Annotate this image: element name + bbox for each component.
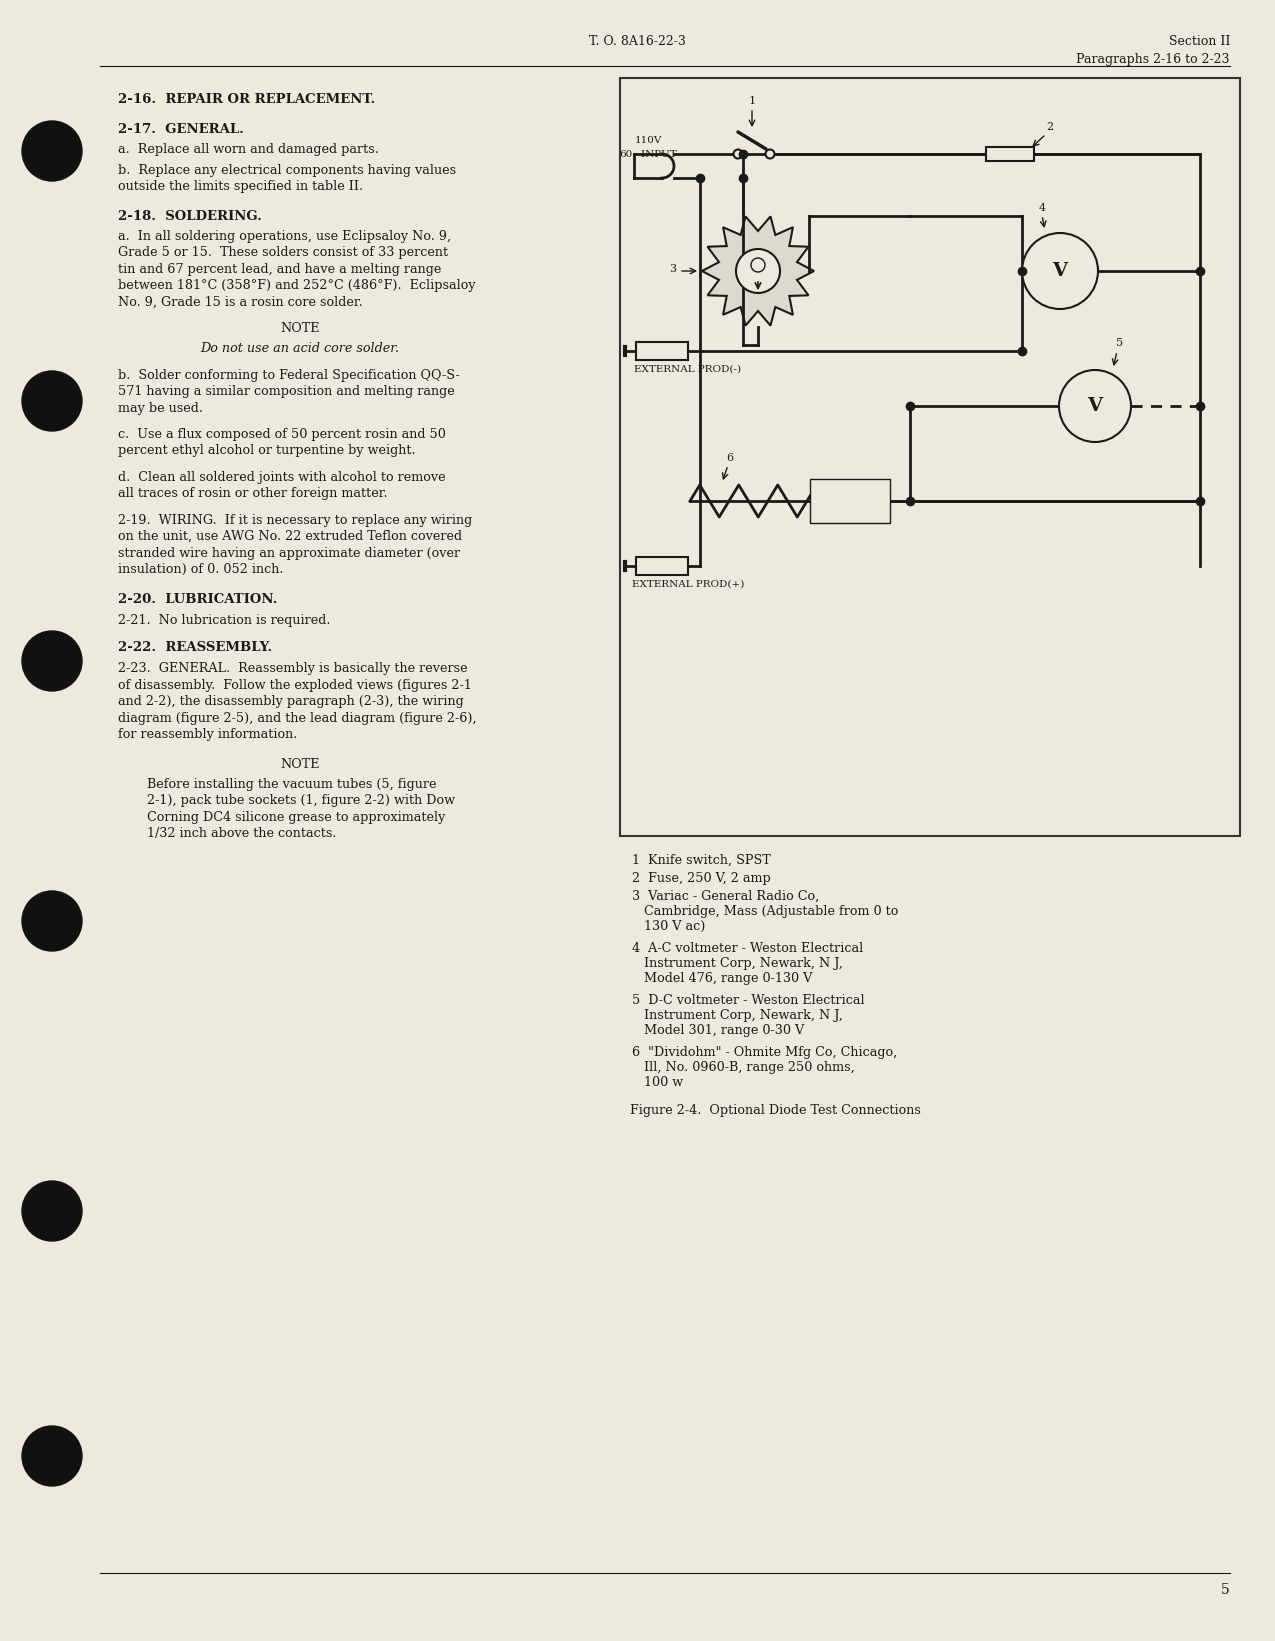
Text: 5  D-C voltmeter - Weston Electrical: 5 D-C voltmeter - Weston Electrical — [632, 994, 864, 1008]
Text: NOTE: NOTE — [280, 758, 320, 771]
Text: Ill, No. 0960-B, range 250 ohms,: Ill, No. 0960-B, range 250 ohms, — [632, 1062, 854, 1073]
Circle shape — [22, 121, 82, 181]
Text: 2-16.  REPAIR OR REPLACEMENT.: 2-16. REPAIR OR REPLACEMENT. — [119, 94, 375, 107]
Text: 100 w: 100 w — [632, 1076, 683, 1090]
Circle shape — [22, 371, 82, 432]
Text: 2-17.  GENERAL.: 2-17. GENERAL. — [119, 123, 244, 136]
Bar — [636, 556, 689, 574]
Text: may be used.: may be used. — [119, 402, 203, 415]
Text: SET AT: SET AT — [830, 482, 870, 492]
Circle shape — [733, 149, 742, 159]
Text: 2-23.  GENERAL.  Reassembly is basically the reverse: 2-23. GENERAL. Reassembly is basically t… — [119, 663, 468, 674]
Text: Model 476, range 0-130 V: Model 476, range 0-130 V — [632, 971, 812, 985]
Text: 6  "Dividohm" - Ohmite Mfg Co, Chicago,: 6 "Dividohm" - Ohmite Mfg Co, Chicago, — [632, 1045, 898, 1058]
Text: and 2-2), the disassembly paragraph (2-3), the wiring: and 2-2), the disassembly paragraph (2-3… — [119, 696, 464, 709]
Text: Corning DC4 silicone grease to approximately: Corning DC4 silicone grease to approxima… — [147, 811, 445, 824]
Text: Section II: Section II — [1169, 34, 1230, 48]
Text: all traces of rosin or other foreign matter.: all traces of rosin or other foreign mat… — [119, 487, 388, 501]
Bar — [986, 148, 1034, 161]
Text: percent ethyl alcohol or turpentine by weight.: percent ethyl alcohol or turpentine by w… — [119, 445, 416, 458]
Text: EXTERNAL PROD(+): EXTERNAL PROD(+) — [632, 579, 745, 589]
Text: d.  Clean all soldered joints with alcohol to remove: d. Clean all soldered joints with alcoho… — [119, 471, 446, 484]
Text: 130 V ac): 130 V ac) — [632, 921, 705, 934]
Text: 4: 4 — [1038, 203, 1046, 213]
Bar — [620, 79, 1241, 835]
Text: of disassembly.  Follow the exploded views (figures 2-1: of disassembly. Follow the exploded view… — [119, 679, 472, 693]
Text: 1: 1 — [748, 97, 756, 107]
Text: between 181°C (358°F) and 252°C (486°F).  Eclipsaloy: between 181°C (358°F) and 252°C (486°F).… — [119, 279, 476, 292]
Text: stranded wire having an approximate diameter (over: stranded wire having an approximate diam… — [119, 546, 460, 560]
Text: 3: 3 — [669, 264, 676, 274]
Text: 6: 6 — [727, 453, 733, 463]
Circle shape — [751, 258, 765, 272]
Text: Grade 5 or 15.  These solders consist of 33 percent: Grade 5 or 15. These solders consist of … — [119, 246, 448, 259]
Text: 2  Fuse, 250 V, 2 amp: 2 Fuse, 250 V, 2 amp — [632, 871, 771, 884]
Text: No. 9, Grade 15 is a rosin core solder.: No. 9, Grade 15 is a rosin core solder. — [119, 295, 363, 309]
Text: V: V — [1052, 263, 1067, 281]
Text: 60∼INPUT: 60∼INPUT — [620, 149, 677, 159]
Text: on the unit, use AWG No. 22 extruded Teflon covered: on the unit, use AWG No. 22 extruded Tef… — [119, 530, 462, 543]
Bar — [636, 341, 689, 359]
Text: Do not use an acid core solder.: Do not use an acid core solder. — [200, 343, 399, 354]
Text: 5: 5 — [1221, 1584, 1230, 1597]
Text: EXTERNAL PROD(-): EXTERNAL PROD(-) — [635, 364, 742, 374]
Text: b.  Replace any electrical components having values: b. Replace any electrical components hav… — [119, 164, 456, 177]
Text: 1/32 inch above the contacts.: 1/32 inch above the contacts. — [147, 827, 337, 840]
Text: NOTE: NOTE — [280, 322, 320, 335]
Text: 1  Knife switch, SPST: 1 Knife switch, SPST — [632, 853, 771, 866]
Text: b.  Solder conforming to Federal Specification QQ-S-: b. Solder conforming to Federal Specific… — [119, 369, 460, 382]
Text: 571 having a similar composition and melting range: 571 having a similar composition and mel… — [119, 386, 455, 399]
Circle shape — [22, 1426, 82, 1487]
Text: Instrument Corp, Newark, N J,: Instrument Corp, Newark, N J, — [632, 1009, 843, 1022]
Text: 2-20.  LUBRICATION.: 2-20. LUBRICATION. — [119, 592, 278, 606]
Text: 3  Variac - General Radio Co,: 3 Variac - General Radio Co, — [632, 889, 820, 903]
Circle shape — [22, 1182, 82, 1241]
Text: c.  Use a flux composed of 50 percent rosin and 50: c. Use a flux composed of 50 percent ros… — [119, 428, 446, 441]
Polygon shape — [703, 217, 813, 325]
Text: 2-21.  No lubrication is required.: 2-21. No lubrication is required. — [119, 614, 330, 627]
Text: 2-19.  WIRING.  If it is necessary to replace any wiring: 2-19. WIRING. If it is necessary to repl… — [119, 514, 472, 527]
Circle shape — [22, 632, 82, 691]
Text: V: V — [1088, 397, 1103, 415]
Text: 110V: 110V — [635, 136, 662, 144]
Text: a.  Replace all worn and damaged parts.: a. Replace all worn and damaged parts. — [119, 143, 379, 156]
Bar — [810, 479, 890, 523]
Text: a.  In all soldering operations, use Eclipsaloy No. 9,: a. In all soldering operations, use Ecli… — [119, 230, 451, 243]
Text: Figure 2-4.  Optional Diode Test Connections: Figure 2-4. Optional Diode Test Connecti… — [630, 1104, 921, 1118]
Text: for reassembly information.: for reassembly information. — [119, 729, 297, 742]
Text: Model 301, range 0-30 V: Model 301, range 0-30 V — [632, 1024, 805, 1037]
Text: Cambridge, Mass (Adjustable from 0 to: Cambridge, Mass (Adjustable from 0 to — [632, 904, 899, 917]
Text: Paragraphs 2-16 to 2-23: Paragraphs 2-16 to 2-23 — [1076, 53, 1230, 66]
Text: 2-22.  REASSEMBLY.: 2-22. REASSEMBLY. — [119, 640, 273, 653]
Circle shape — [1023, 233, 1098, 309]
Text: Before installing the vacuum tubes (5, figure: Before installing the vacuum tubes (5, f… — [147, 778, 436, 791]
Circle shape — [1060, 369, 1131, 441]
Text: insulation) of 0. 052 inch.: insulation) of 0. 052 inch. — [119, 563, 283, 576]
Text: T. O. 8A16-22-3: T. O. 8A16-22-3 — [589, 34, 686, 48]
Text: tin and 67 percent lead, and have a melting range: tin and 67 percent lead, and have a melt… — [119, 263, 441, 276]
Text: diagram (figure 2-5), and the lead diagram (figure 2-6),: diagram (figure 2-5), and the lead diagr… — [119, 712, 477, 725]
Circle shape — [22, 891, 82, 952]
Circle shape — [736, 249, 780, 294]
Text: 2-18.  SOLDERING.: 2-18. SOLDERING. — [119, 210, 261, 223]
Text: 5: 5 — [1117, 338, 1123, 348]
Text: Instrument Corp, Newark, N J,: Instrument Corp, Newark, N J, — [632, 957, 843, 970]
Text: 200Ω: 200Ω — [835, 497, 864, 505]
Text: outside the limits specified in table II.: outside the limits specified in table II… — [119, 181, 363, 194]
Text: 2: 2 — [1047, 121, 1053, 131]
Text: 4  A-C voltmeter - Weston Electrical: 4 A-C voltmeter - Weston Electrical — [632, 942, 863, 955]
Text: 2-1), pack tube sockets (1, figure 2-2) with Dow: 2-1), pack tube sockets (1, figure 2-2) … — [147, 794, 455, 807]
Circle shape — [765, 149, 774, 159]
